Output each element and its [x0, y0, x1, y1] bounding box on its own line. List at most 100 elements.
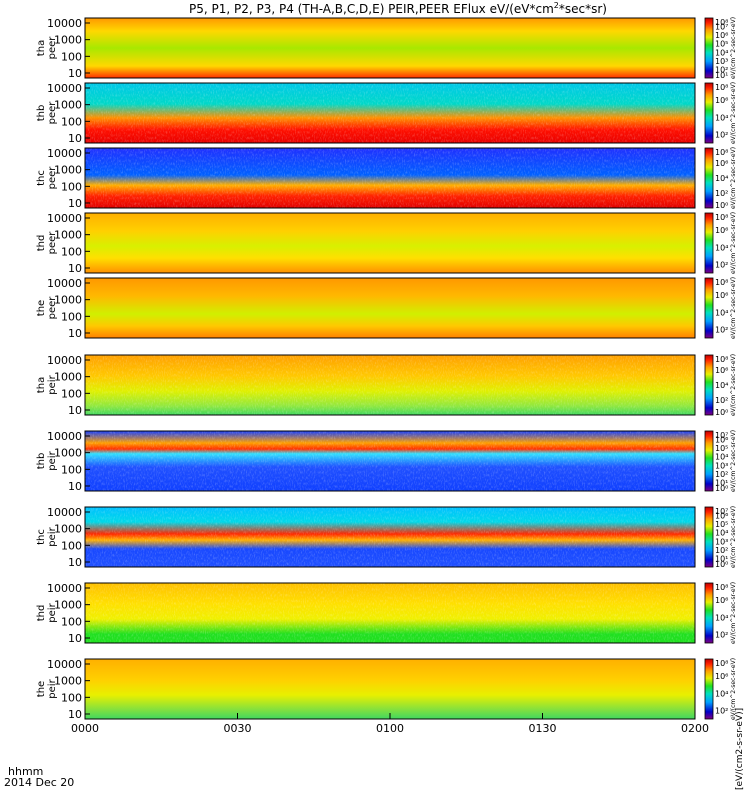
ytick-label-thc-peir-0: 10000 — [47, 506, 82, 519]
xtick-label-1: 0030 — [224, 722, 252, 735]
colorbar-thb-peir — [704, 430, 714, 492]
colorbar-tick-tha-peer-0: 10⁸ — [715, 18, 728, 27]
ytick-label-thd-peir-0: 10000 — [47, 582, 82, 595]
panel-frame-thc-peer — [84, 147, 696, 209]
ytick-label-the-peir-0: 10000 — [47, 658, 82, 671]
ylabel-thc-peir: thcpeir — [36, 526, 58, 546]
panel-frame-thc-peir — [84, 506, 696, 568]
panel-frame-the-peer — [84, 277, 696, 339]
ylabel-thd-peer: thdpeer — [36, 231, 58, 255]
ytick-label-thd-peer-1: 1000 — [54, 229, 82, 242]
colorbar-tick-thc-peer-0: 10⁸ — [715, 148, 728, 157]
colorbar-tick-thb-peir-3: 10⁴ — [715, 453, 728, 462]
panel-thb-peir: thbpeir1000010001001010⁷10⁶10⁵10⁴10³10²1… — [36, 430, 737, 493]
ytick-label-thb-peer-0: 10000 — [47, 82, 82, 95]
ytick-label-thc-peer-2: 100 — [61, 180, 82, 193]
colorbar-label-the-peer: eV/(cm^2-sec-sr-eV) — [730, 277, 737, 339]
colorbar-tick-thd-peer-0: 10⁸ — [715, 213, 728, 222]
ylabel-thd-peir: thdpeir — [36, 602, 58, 622]
ytick-label-the-peer-3: 10 — [68, 327, 82, 340]
spectrogram-noise-tha-peir — [85, 355, 695, 415]
colorbar-tick-thd-peir-3: 10² — [715, 630, 728, 639]
colorbar-tick-thc-peir-1: 10⁶ — [715, 512, 728, 521]
panel-frame-thd-peer — [84, 212, 696, 274]
colorbar-thd-peir — [704, 582, 714, 644]
colorbar-tick-thc-peer-1: 10⁶ — [715, 159, 728, 168]
colorbar-tha-peir — [704, 354, 714, 416]
colorbar-tick-thd-peer-3: 10² — [715, 260, 728, 269]
spectrogram-tha-peer — [85, 18, 695, 78]
colorbar-label-tha-peer: eV/(cm^2-sec-sr-eV) — [730, 17, 737, 79]
ytick-label-thc-peer-3: 10 — [68, 197, 82, 210]
ylabel-tha-peir: thapeir — [36, 374, 58, 394]
ytick-label-thd-peer-0: 10000 — [47, 212, 82, 225]
colorbar-tick-thb-peir-0: 10⁷ — [715, 431, 728, 440]
colorbar-label-tha-peir: eV/(cm^2-sec-sr-eV) — [730, 354, 737, 416]
colorbar-thb-peer — [704, 82, 714, 144]
ytick-label-the-peir-1: 1000 — [54, 675, 82, 688]
panel-frame-tha-peir — [84, 354, 696, 416]
colorbar-tick-tha-peer-1: 10⁷ — [715, 23, 728, 32]
spectrogram-noise-thd-peir — [85, 583, 695, 643]
spectrogram-noise-thc-peer — [85, 148, 695, 208]
time-axis: 0000 0030 0100 0130 0200 — [71, 713, 709, 735]
panel-the-peir: thepeir 10000 1000 100 10 10⁸ 10⁶ 10⁴ 10² eV/(cm^… — [36, 658, 737, 721]
ytick-label-thb-peir-0: 10000 — [47, 430, 82, 443]
colorbar-thc-peer — [704, 147, 714, 209]
colorbar-tick-thc-peer-4: 10⁰ — [715, 201, 728, 210]
colorbar-tick-thb-peir-4: 10³ — [715, 461, 728, 470]
colorbar-tick-the-peir-2: 10⁴ — [715, 689, 728, 698]
colorbar-tha-peer — [704, 17, 714, 79]
colorbar-tick-tha-peer-2: 10⁶ — [715, 31, 728, 40]
panel-thd-peir: thdpeir 10000 1000 100 10 10⁸ 10⁶ 10⁴ 10² eV/(cm^… — [36, 582, 737, 645]
ytick-label-thd-peir-3: 10 — [68, 632, 82, 645]
colorbar-tick-thb-peer-1: 10⁶ — [715, 96, 728, 105]
colorbar-tick-tha-peir-1: 10⁶ — [715, 366, 728, 375]
colorbar-tick-the-peir-3: 10² — [715, 706, 728, 715]
colorbar-tick-thb-peer-2: 10⁴ — [715, 113, 728, 122]
ytick-label-tha-peer-0: 10000 — [47, 17, 82, 30]
figure-title: P5, P1, P2, P3, P4 (TH-A,B,C,D,E) PEIR,P… — [189, 1, 607, 16]
colorbar-tick-thd-peer-2: 10⁴ — [715, 243, 728, 252]
xtick-label-3: 0130 — [529, 722, 557, 735]
xtick-label-4: 0200 — [681, 722, 709, 735]
colorbar-tick-tha-peer-7: 10¹ — [715, 71, 728, 80]
ytick-label-tha-peir-3: 10 — [68, 404, 82, 417]
colorbar-tick-thc-peir-5: 10² — [715, 546, 728, 555]
panel-tha-peir: thapeir 10000 1000 100 10 10⁸ 10⁶ 10⁴ 10² 10⁰ eV/(… — [36, 354, 737, 417]
ytick-label-thb-peir-3: 10 — [68, 480, 82, 493]
ytick-label-thc-peer-1: 1000 — [54, 164, 82, 177]
colorbar-the-peer — [704, 277, 714, 339]
colorbar-thc-peir — [704, 506, 714, 568]
xtick-label-0: 0000 — [71, 722, 99, 735]
colorbar-tick-the-peer-1: 10⁶ — [715, 291, 728, 300]
ytick-label-thd-peir-2: 100 — [61, 615, 82, 628]
panel-tha-peer: thapeer1000010001001010⁸10⁷10⁶10⁵10⁴10³1… — [36, 17, 737, 80]
panel-the-peer: thepeer 10000 1000 100 10 10⁸ 10⁶ 10⁴ 10² eV/(cm^… — [36, 277, 737, 340]
colorbar-tick-thb-peir-5: 10² — [715, 470, 728, 479]
ytick-label-thb-peer-1: 1000 — [54, 99, 82, 112]
colorbar-tick-tha-peer-4: 10⁴ — [715, 48, 728, 57]
colorbar-tick-thb-peir-1: 10⁶ — [715, 436, 728, 445]
colorbar-tick-thd-peer-1: 10⁶ — [715, 226, 728, 235]
spectrogram-the-peer — [85, 278, 695, 338]
colorbar-unit-label: [eV/(cm2-s-sr-eV)] — [735, 708, 745, 790]
ytick-label-thb-peir-1: 1000 — [54, 447, 82, 460]
colorbar-tick-thb-peir-6: 10¹ — [715, 478, 728, 487]
colorbar-tick-tha-peir-3: 10² — [715, 396, 728, 405]
ytick-label-tha-peer-2: 100 — [61, 50, 82, 63]
panel-frame-thb-peir — [84, 430, 696, 492]
ytick-label-thb-peer-2: 100 — [61, 115, 82, 128]
panel-thc-peer: thcpeer 10000 1000 100 10 10⁸ 10⁶ 10⁴ 10² 10⁰ eV/(… — [36, 147, 737, 210]
panel-thc-peir: thcpeir1000010001001010⁷10⁶10⁵10⁴10³10²1… — [36, 506, 737, 569]
colorbar-tick-thc-peer-3: 10² — [715, 189, 728, 198]
xlabel-hhmm: hhmm — [8, 765, 43, 778]
colorbar-tick-thb-peer-0: 10⁸ — [715, 83, 728, 92]
colorbar-label-thb-peer: eV/(cm^2-sec-sr-eV) — [730, 82, 737, 144]
spectrogram-panels: thapeer1000010001001010⁸10⁷10⁶10⁵10⁴10³1… — [36, 17, 737, 721]
colorbar-tick-the-peir-0: 10⁸ — [715, 659, 728, 668]
ytick-label-tha-peir-2: 100 — [61, 387, 82, 400]
ylabel-thb-peer: thbpeer — [36, 101, 58, 125]
colorbar-label-the-peir: eV/(cm^2-sec-sr-eV) — [730, 658, 737, 720]
ylabel-the-peer: thepeer — [36, 296, 58, 320]
